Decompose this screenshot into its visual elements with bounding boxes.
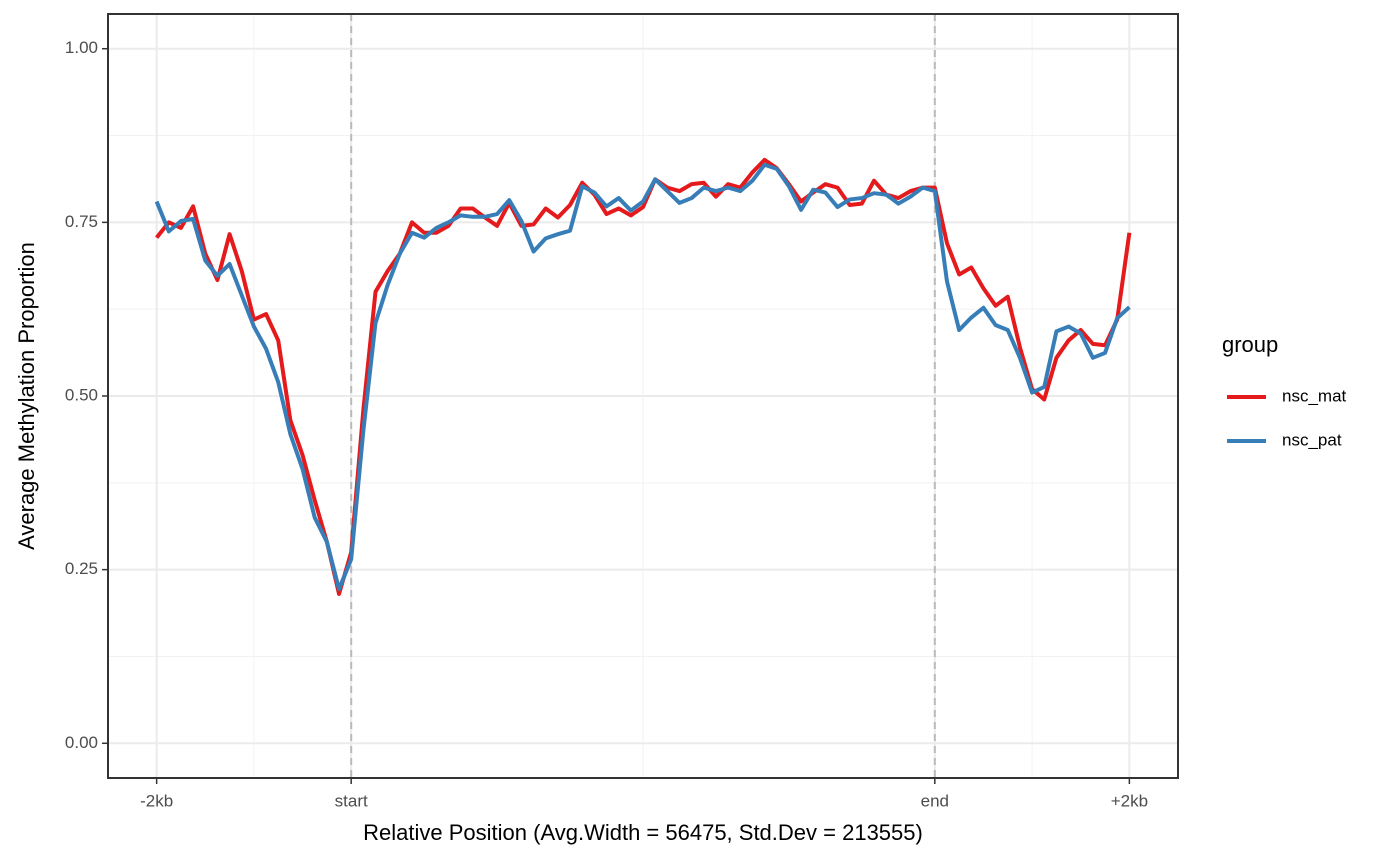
legend-title: group: [1222, 332, 1278, 357]
legend-label: nsc_pat: [1282, 430, 1342, 449]
y-tick-label: 0.50: [65, 385, 98, 404]
panel-border: [107, 13, 1179, 779]
y-tick-label: 1.00: [65, 38, 98, 57]
y-tick-label: 0.25: [65, 559, 98, 578]
x-tick-label: end: [921, 791, 949, 810]
y-axis-title: Average Methylation Proportion: [14, 242, 39, 550]
y-tick-label: 0.00: [65, 733, 98, 752]
y-tick-label: 0.75: [65, 212, 98, 231]
x-axis-title: Relative Position (Avg.Width = 56475, St…: [363, 820, 923, 845]
data-line: [154, 162, 1131, 592]
data-line: [155, 157, 1132, 596]
legend-label: nsc_mat: [1282, 386, 1347, 405]
x-tick-label: start: [335, 791, 368, 810]
x-tick-label: +2kb: [1111, 791, 1148, 810]
x-tick-label: -2kb: [140, 791, 173, 810]
